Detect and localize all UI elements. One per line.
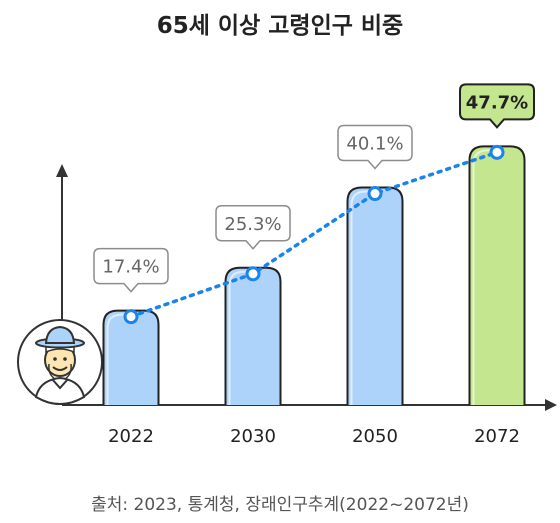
value-label: 40.1% bbox=[346, 134, 403, 155]
value-label: 25.3% bbox=[224, 214, 281, 235]
bar-2022 bbox=[103, 310, 159, 405]
trend-point bbox=[123, 309, 139, 325]
bar-2050 bbox=[347, 187, 403, 405]
callout-box bbox=[215, 205, 291, 250]
chart-title: 65세 이상 고령인구 비중 bbox=[156, 13, 404, 39]
x-tick-label: 2030 bbox=[230, 426, 276, 447]
value-label: 47.7% bbox=[466, 92, 528, 113]
value-callout: 40.1% bbox=[337, 124, 413, 170]
bar-shine-2072 bbox=[472, 149, 503, 405]
x-tick-label: 2050 bbox=[352, 426, 398, 447]
x-tick-labels: 2022 2030 2050 2072 bbox=[108, 426, 520, 447]
x-axis-arrow bbox=[545, 399, 557, 411]
bar-shine-2050 bbox=[350, 190, 381, 405]
callout-box bbox=[93, 247, 169, 293]
bar-shine-2022 bbox=[106, 313, 137, 405]
trend-point bbox=[489, 144, 505, 160]
source-note: 출처: 2023, 통계청, 장래인구추계(2022~2072년) bbox=[91, 495, 469, 515]
bar-shine-2030 bbox=[228, 270, 259, 405]
value-callout: 17.4% bbox=[93, 247, 169, 293]
bar-2030 bbox=[225, 267, 281, 405]
value-callout: 25.3% bbox=[215, 205, 291, 250]
callout-box bbox=[337, 124, 413, 170]
value-callouts: 17.4% 25.3% 40.1% 47.7% bbox=[93, 83, 535, 293]
value-callout: 47.7% bbox=[459, 83, 535, 129]
y-axis-arrow bbox=[56, 164, 68, 177]
trend-line-group bbox=[123, 144, 505, 325]
value-label: 17.4% bbox=[102, 257, 159, 278]
trend-point bbox=[245, 266, 261, 282]
callout-box bbox=[459, 83, 535, 129]
x-tick-label: 2072 bbox=[474, 426, 520, 447]
trend-line bbox=[129, 150, 499, 319]
trend-point bbox=[367, 186, 383, 202]
x-tick-label: 2022 bbox=[108, 426, 154, 447]
elderly-person-icon bbox=[17, 319, 103, 406]
bar-2072 bbox=[469, 146, 525, 406]
